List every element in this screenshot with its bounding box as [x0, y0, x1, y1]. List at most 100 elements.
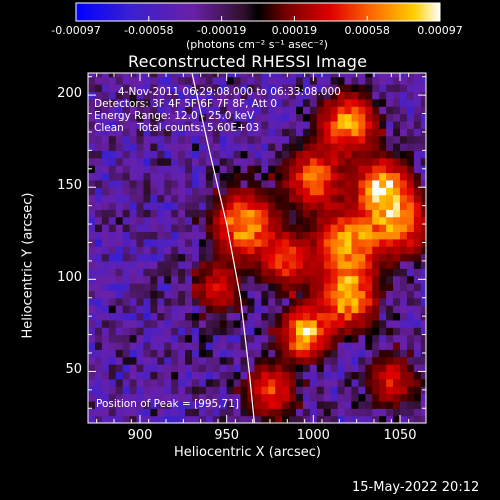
heatmap-cell: [185, 327, 193, 336]
heatmap-cell: [212, 143, 221, 151]
heatmap-cell: [122, 246, 131, 255]
colorbar-tick-label: 0.00058: [344, 24, 390, 37]
heatmap-cell: [143, 283, 151, 291]
heatmap-cell: [88, 297, 96, 306]
heatmap-cell: [108, 231, 117, 240]
heatmap-cell: [192, 283, 200, 291]
heatmap-cell: [296, 400, 304, 409]
heatmap-cell: [275, 268, 283, 277]
heatmap-cell: [171, 113, 179, 122]
heatmap-cell: [261, 187, 269, 196]
heatmap-cell: [282, 378, 290, 387]
heatmap-cell: [150, 209, 158, 218]
heatmap-cell: [406, 290, 415, 299]
heatmap-cell: [115, 113, 124, 122]
heatmap-cell: [365, 73, 373, 78]
heatmap-cell: [316, 135, 325, 144]
heatmap-cell: [406, 128, 415, 137]
heatmap-cell: [150, 356, 158, 365]
heatmap-cell: [247, 341, 255, 350]
heatmap-cell: [296, 371, 304, 380]
heatmap-cell: [115, 194, 124, 203]
heatmap-cell: [302, 319, 311, 328]
heatmap-cell: [282, 393, 290, 402]
heatmap-cell: [309, 393, 318, 402]
heatmap-cell: [268, 135, 276, 144]
heatmap-cell: [88, 216, 96, 225]
heatmap-cell: [88, 268, 96, 277]
heatmap-cell: [157, 393, 165, 402]
heatmap-cell: [101, 371, 110, 380]
heatmap-cell: [323, 364, 332, 373]
heatmap-cell: [379, 73, 387, 78]
heatmap-cell: [219, 260, 228, 269]
heatmap-cell: [365, 91, 373, 100]
heatmap-cell: [108, 364, 117, 373]
heatmap-cell: [275, 246, 283, 255]
heatmap-cell: [247, 312, 255, 321]
heatmap-cell: [413, 386, 422, 395]
heatmap-cell: [240, 73, 249, 78]
heatmap-cell: [219, 84, 228, 93]
heatmap-cell: [296, 319, 304, 328]
heatmap-cell: [351, 356, 359, 365]
heatmap-cell: [150, 364, 158, 373]
heatmap-cell: [358, 113, 366, 122]
heatmap-cell: [198, 283, 207, 291]
heatmap-cell: [400, 179, 408, 188]
heatmap-cell: [226, 305, 235, 314]
heatmap-cell: [115, 341, 124, 350]
heatmap-cell: [309, 312, 318, 321]
heatmap-cell: [337, 201, 346, 210]
heatmap-cell: [136, 172, 145, 181]
heatmap-cell: [379, 165, 387, 174]
heatmap-cell: [316, 297, 325, 306]
heatmap-cell: [219, 275, 228, 284]
heatmap-cell: [233, 334, 242, 343]
heatmap-cell: [157, 238, 165, 247]
heatmap-cell: [157, 283, 165, 291]
heatmap-cell: [122, 364, 131, 373]
heatmap-cell: [254, 386, 262, 395]
heatmap-cell: [379, 297, 387, 306]
heatmap-cell: [185, 364, 193, 373]
heatmap-cell: [358, 253, 366, 262]
heatmap-cell: [406, 165, 415, 174]
chart-title: Reconstructed RHESSI Image: [128, 52, 368, 71]
heatmap-cell: [406, 415, 415, 423]
heatmap-cell: [316, 194, 325, 203]
heatmap-cell: [275, 378, 283, 387]
heatmap-cell: [88, 408, 96, 417]
heatmap-cell: [185, 341, 193, 350]
heatmap-cell: [358, 157, 366, 166]
heatmap-cell: [205, 290, 214, 299]
heatmap-cell: [282, 327, 290, 336]
heatmap-cell: [178, 356, 186, 365]
heatmap-cell: [254, 400, 262, 409]
heatmap-cell: [261, 378, 269, 387]
heatmap-cell: [192, 371, 200, 380]
heatmap-cell: [198, 327, 207, 336]
heatmap-cell: [289, 84, 297, 93]
heatmap-cell: [129, 224, 138, 233]
heatmap-cell: [420, 216, 426, 225]
heatmap-cell: [171, 319, 179, 328]
y-tick-label: 200: [57, 86, 82, 102]
heatmap-cell: [129, 305, 138, 314]
heatmap-cell: [150, 187, 158, 196]
heatmap-cell: [351, 275, 359, 284]
heatmap-cell: [198, 194, 207, 203]
heatmap-cell: [275, 231, 283, 240]
heatmap-cell: [268, 356, 276, 365]
heatmap-cell: [386, 364, 394, 373]
heatmap-cell: [358, 268, 366, 277]
heatmap-cell: [219, 194, 228, 203]
heatmap-cell: [386, 231, 394, 240]
heatmap-cell: [136, 327, 145, 336]
heatmap-cell: [115, 179, 124, 188]
heatmap-cell: [302, 84, 311, 93]
heatmap-cell: [254, 415, 262, 423]
heatmap-cell: [88, 356, 96, 365]
heatmap-cell: [413, 165, 422, 174]
